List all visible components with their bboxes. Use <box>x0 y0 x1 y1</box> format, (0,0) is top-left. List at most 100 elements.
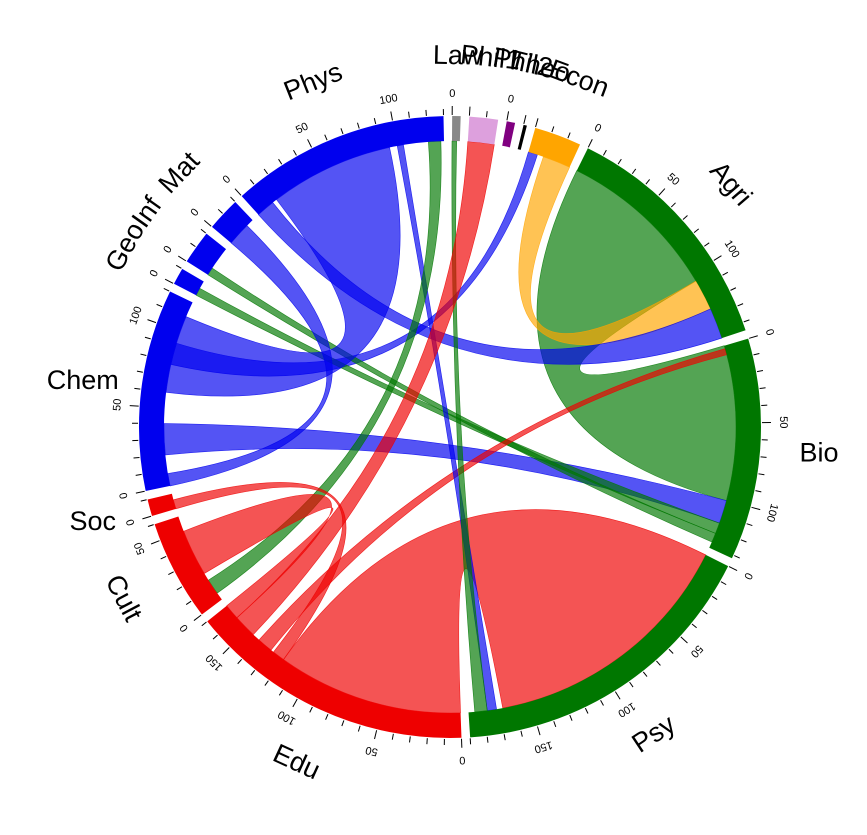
tick-soc-0 <box>142 515 152 520</box>
tick-label-phil2-0: 0 <box>507 93 515 106</box>
tick-chem-0 <box>135 490 145 494</box>
chord-psy-law[interactable] <box>451 140 488 713</box>
tick-phys-100 <box>390 111 393 121</box>
tick-bio-10 <box>753 352 760 356</box>
tick-chem-110 <box>156 303 163 308</box>
tick-cult-50 <box>150 540 160 545</box>
segment-arc-agri[interactable] <box>576 148 746 339</box>
tick-phys-0 <box>234 188 242 196</box>
chord-phys-chem[interactable] <box>165 147 401 397</box>
tick-mat-20 <box>230 196 235 202</box>
tick-label-bio-0: 0 <box>763 328 776 337</box>
tick-bio-80 <box>758 473 765 476</box>
chord-mat-chem[interactable] <box>167 225 333 487</box>
tick-psy-20 <box>711 595 718 600</box>
chord-phil1-edu[interactable] <box>236 141 495 636</box>
tick-bio-0 <box>748 335 758 339</box>
tick-psy-0 <box>728 566 738 572</box>
tick-agri-0 <box>587 139 593 148</box>
segment-arc-edu[interactable] <box>207 605 462 738</box>
tick-phys-50 <box>307 139 313 148</box>
chord-cult-edu[interactable] <box>183 494 334 619</box>
tick-edu-40 <box>391 733 394 740</box>
tick-phys-40 <box>293 149 297 156</box>
chord-bio-edu[interactable] <box>258 348 728 651</box>
tick-label-cult-0: 0 <box>178 622 191 634</box>
tick-agri-100 <box>713 255 722 261</box>
tick-psy-100 <box>614 691 621 700</box>
tick-edu-30 <box>409 736 411 743</box>
tick-psy-60 <box>668 648 674 654</box>
tick-psy-170 <box>503 734 506 741</box>
segment-arc-geo[interactable] <box>173 268 204 296</box>
segment-arc-law[interactable] <box>451 116 461 142</box>
tick-psy-150 <box>537 726 541 736</box>
tick-psy-110 <box>600 700 604 706</box>
tick-label-inf-0: 0 <box>161 244 174 256</box>
tick-agri-90 <box>704 242 710 247</box>
tick-label-chem-100: 100 <box>127 305 144 326</box>
segment-arc-soc[interactable] <box>147 493 176 516</box>
segment-arc-phil2[interactable] <box>502 121 516 148</box>
tick-phil1-0 <box>468 106 471 116</box>
chord-soc-edu[interactable] <box>173 482 347 660</box>
tick-psy-10 <box>720 581 727 586</box>
tick-bio-110 <box>746 523 753 527</box>
tick-chem-100 <box>147 319 157 324</box>
tick-label-chem-0: 0 <box>118 491 131 499</box>
segment-label-psy: Psy <box>627 709 682 759</box>
tick-chem-90 <box>144 336 151 340</box>
segment-arc-inf[interactable] <box>186 233 227 275</box>
segment-arc-theo[interactable] <box>517 124 527 150</box>
tick-chem-80 <box>140 353 147 356</box>
chord-psy-edu[interactable] <box>283 509 707 714</box>
segment-arc-psy[interactable] <box>468 554 729 738</box>
tick-edu-160 <box>212 634 218 640</box>
tick-psy-160 <box>520 730 523 737</box>
segment-arc-econ[interactable] <box>528 127 581 168</box>
tick-label-edu-50: 50 <box>364 743 379 758</box>
tick-bio-20 <box>756 370 764 373</box>
segment-arc-bio[interactable] <box>709 338 762 559</box>
tick-agri-40 <box>645 179 651 185</box>
tick-cult-60 <box>147 524 154 527</box>
segment-arc-phys[interactable] <box>241 116 445 215</box>
tick-phys-60 <box>324 134 328 141</box>
tick-edu-100 <box>292 698 298 708</box>
segment-arc-mat[interactable] <box>211 201 253 243</box>
tick-edu-110 <box>278 689 283 696</box>
tick-label-edu-150: 150 <box>204 652 225 673</box>
tick-psy-50 <box>680 636 688 644</box>
tick-cult-30 <box>168 571 174 576</box>
tick-bio-120 <box>740 539 747 543</box>
segment-arc-cult[interactable] <box>154 516 222 615</box>
tick-agri-80 <box>693 228 700 233</box>
tick-cult-10 <box>185 600 192 605</box>
chords-layer <box>163 140 737 714</box>
tick-cult-20 <box>176 586 183 591</box>
tick-phys-90 <box>373 118 377 125</box>
segment-label-econ: Econ <box>545 54 613 104</box>
tick-theo-0 <box>523 114 527 124</box>
tick-phil2-0 <box>506 111 510 121</box>
tick-agri-20 <box>617 158 622 165</box>
tick-edu-90 <box>309 706 313 713</box>
segment-arc-phil1[interactable] <box>467 116 499 145</box>
tick-agri-130 <box>737 303 744 307</box>
tick-agri-30 <box>631 168 637 175</box>
tick-chem-120 <box>163 288 170 292</box>
tick-agri-120 <box>730 287 737 291</box>
tick-label-agri-0: 0 <box>592 122 603 135</box>
tick-agri-140 <box>743 319 750 323</box>
tick-phys-20 <box>263 168 269 175</box>
segment-label-law: Law <box>433 40 484 71</box>
tick-cult-40 <box>160 556 167 560</box>
tick-econ-10 <box>551 126 555 133</box>
tick-psy-30 <box>702 609 708 615</box>
segment-label-edu: Edu <box>269 738 325 785</box>
tick-mat-10 <box>217 208 223 214</box>
segment-arc-chem[interactable] <box>138 291 193 492</box>
tick-label-cult-50: 50 <box>132 540 148 556</box>
tick-label-agri-100: 100 <box>722 238 742 260</box>
tick-edu-150 <box>222 647 230 655</box>
